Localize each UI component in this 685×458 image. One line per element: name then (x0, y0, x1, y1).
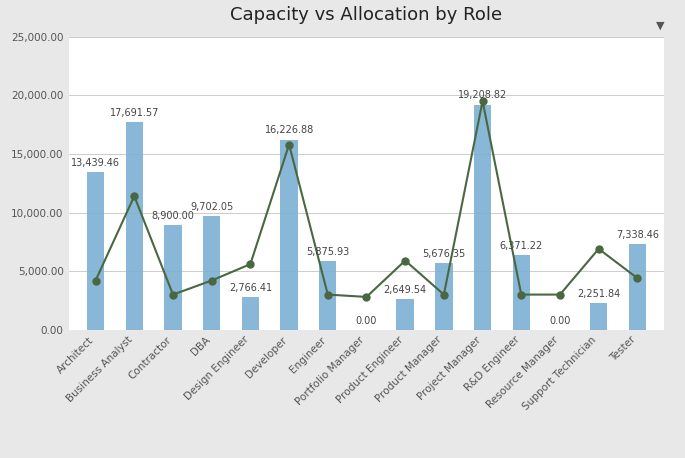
Text: 8,900.00: 8,900.00 (151, 211, 195, 221)
Bar (319, 261, 336, 330)
Bar (242, 297, 259, 330)
Text: 13,439.46: 13,439.46 (71, 158, 120, 168)
Bar (280, 140, 298, 330)
Bar (397, 299, 414, 330)
Text: 5,875.93: 5,875.93 (306, 247, 349, 257)
Text: 2,649.54: 2,649.54 (384, 284, 427, 294)
Text: 2,251.84: 2,251.84 (577, 289, 621, 299)
Text: 0.00: 0.00 (549, 316, 571, 326)
Text: 16,226.88: 16,226.88 (264, 125, 314, 136)
Text: 6,371.22: 6,371.22 (499, 241, 543, 251)
Text: 5,676.35: 5,676.35 (422, 249, 466, 259)
Text: 9,702.05: 9,702.05 (190, 202, 234, 212)
Text: ▼: ▼ (656, 21, 664, 31)
Bar (512, 255, 530, 330)
Text: 17,691.57: 17,691.57 (110, 108, 159, 118)
Text: 2,766.41: 2,766.41 (229, 283, 272, 293)
Bar (629, 244, 646, 330)
Bar (87, 172, 104, 330)
Bar (203, 216, 221, 330)
Bar (164, 225, 182, 330)
Title: Capacity vs Allocation by Role: Capacity vs Allocation by Role (230, 6, 503, 24)
Text: 0.00: 0.00 (356, 316, 377, 326)
Bar (474, 104, 491, 330)
Text: 19,208.82: 19,208.82 (458, 90, 507, 100)
Bar (125, 122, 143, 330)
Bar (435, 263, 453, 330)
Text: 7,338.46: 7,338.46 (616, 229, 659, 240)
Bar (590, 303, 608, 330)
